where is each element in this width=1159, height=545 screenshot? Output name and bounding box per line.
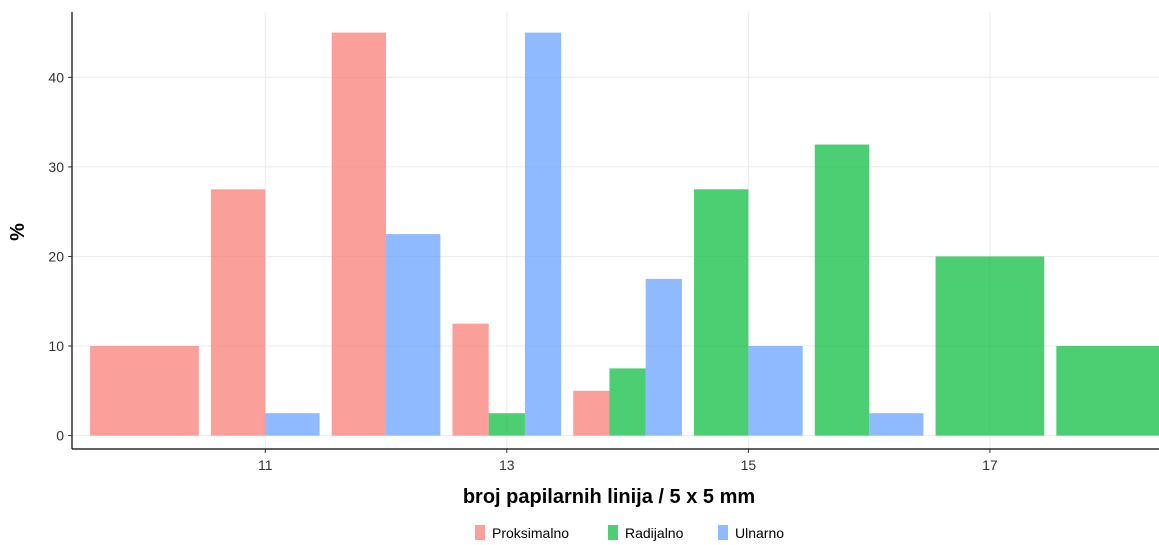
- bar-proksimalno-13: [452, 323, 489, 436]
- tick-labels: 0 10 20 30 40 11 13 15 17: [48, 69, 997, 473]
- legend-label-ulnarno: Ulnarno: [735, 525, 784, 541]
- x-tick-label: 15: [741, 457, 757, 473]
- x-tick-label: 11: [258, 457, 273, 473]
- x-tick-label: 17: [982, 457, 998, 473]
- bar-ulnarno-11: [265, 413, 320, 436]
- bar-proksimalno-11: [210, 189, 266, 436]
- bar-radijalno-14: [609, 368, 646, 436]
- bar-radijalno-17: [935, 256, 1045, 436]
- bar-radijalno-18: [1056, 346, 1159, 436]
- legend-key-proksimalno: [475, 525, 485, 540]
- legend-key-radijalno: [608, 525, 618, 540]
- y-axis-title: %: [7, 223, 29, 241]
- y-tick-label: 0: [56, 428, 64, 444]
- bar-radijalno-16: [814, 144, 870, 436]
- bars: [90, 32, 1159, 436]
- bar-proksimalno-12: [331, 32, 387, 436]
- x-axis-title: broj papilarnih linija / 5 x 5 mm: [463, 486, 755, 508]
- y-tick-label: 20: [48, 248, 64, 264]
- bar-ulnarno-12: [386, 234, 441, 436]
- x-tick-label: 13: [499, 457, 515, 473]
- bar-ulnarno-15: [748, 346, 803, 436]
- axes: [71, 12, 1159, 450]
- bar-ulnarno-14: [645, 278, 682, 436]
- bar-radijalno-13: [488, 413, 525, 436]
- y-tick-label: 40: [48, 69, 64, 85]
- legend-label-radijalno: Radijalno: [625, 525, 684, 541]
- y-tick-label: 10: [48, 338, 64, 354]
- bar-ulnarno-13: [524, 32, 562, 436]
- bar-ulnarno-16: [869, 413, 924, 436]
- bar-proksimalno-14: [573, 390, 610, 436]
- bar-proksimalno-10: [90, 346, 199, 436]
- y-tick-label: 30: [48, 159, 64, 175]
- legend-key-ulnarno: [718, 525, 728, 540]
- legend: Proksimalno Radijalno Ulnarno: [475, 525, 784, 541]
- legend-label-proksimalno: Proksimalno: [492, 525, 569, 541]
- bar-radijalno-15: [694, 189, 749, 436]
